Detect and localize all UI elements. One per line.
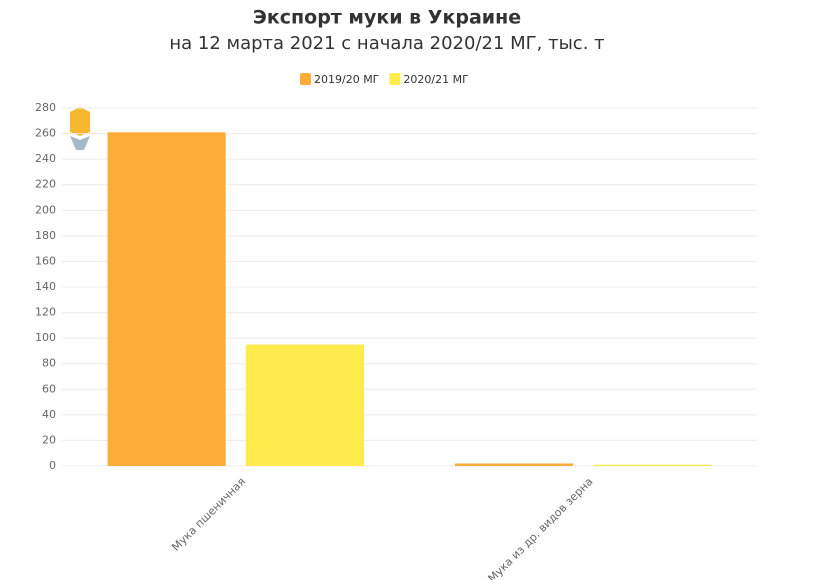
y-tick-label: 280 bbox=[35, 101, 56, 114]
y-tick-label: 100 bbox=[35, 331, 56, 344]
y-tick-label: 240 bbox=[35, 152, 56, 165]
y-tick-label: 260 bbox=[35, 127, 56, 140]
bar bbox=[245, 344, 364, 466]
bar bbox=[107, 132, 226, 467]
legend-swatch bbox=[389, 73, 401, 85]
y-tick-label: 120 bbox=[35, 306, 56, 319]
y-tick-label: 180 bbox=[35, 229, 56, 242]
logo bbox=[70, 107, 90, 150]
y-tick-label: 80 bbox=[42, 357, 56, 370]
chart-title: Экспорт муки в Украине bbox=[253, 7, 521, 29]
legend-label: 2020/21 МГ bbox=[403, 73, 469, 86]
y-tick-label: 20 bbox=[42, 433, 56, 446]
y-tick-label: 200 bbox=[35, 203, 56, 216]
y-tick-label: 140 bbox=[35, 280, 56, 293]
chart-subtitle: на 12 марта 2021 с начала 2020/21 МГ, ты… bbox=[169, 33, 604, 54]
legend-label: 2019/20 МГ bbox=[314, 73, 380, 86]
legend-swatch bbox=[300, 73, 311, 85]
y-tick-label: 60 bbox=[42, 382, 56, 395]
y-tick-label: 40 bbox=[42, 408, 56, 421]
y-tick-label: 0 bbox=[49, 459, 56, 472]
x-tick-label: Мука из др. видов зерна bbox=[486, 475, 596, 580]
bar bbox=[455, 463, 574, 466]
bar bbox=[593, 464, 712, 466]
y-tick-label: 160 bbox=[35, 254, 56, 267]
x-tick-label: Мука пшеничная bbox=[169, 475, 248, 554]
y-tick-label: 220 bbox=[35, 178, 56, 191]
